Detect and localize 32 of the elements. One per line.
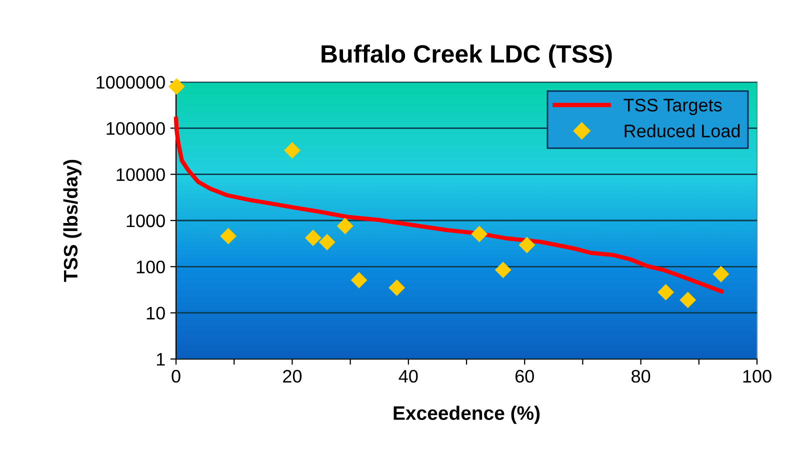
point (518, 236, 536, 254)
y-tick-label: 1 (156, 353, 165, 366)
y-tick-label: 10000 (116, 168, 165, 182)
point (336, 218, 354, 234)
y-tick-label: 1000000 (96, 76, 165, 89)
x-tick-label: 20 (283, 370, 302, 383)
y-axis-title: TSS (lbs/day) (63, 160, 82, 282)
y-tick-label: 1000 (126, 214, 165, 228)
legend-label: Reduced Load (624, 124, 740, 138)
point (318, 234, 336, 250)
point (304, 230, 322, 246)
point (220, 228, 237, 244)
x-tick-label: 80 (632, 370, 650, 383)
point (284, 142, 300, 159)
y-tick-label: 10 (146, 306, 165, 320)
point (712, 266, 730, 282)
point (494, 262, 512, 278)
legend-label: TSS Targets (624, 98, 722, 116)
y-tick-label: 100000 (106, 122, 165, 135)
x-tick-label: 40 (398, 370, 418, 383)
x-tick-label: 60 (515, 370, 534, 383)
x-axis-title: Exceedence (%) (394, 406, 540, 424)
point (388, 280, 406, 296)
chart-title: Buffalo Creek LDC (TSS) (322, 44, 612, 68)
point (168, 78, 185, 95)
point (658, 284, 674, 300)
x-tick-label: 100 (743, 370, 772, 383)
x-tick-label: 0 (172, 370, 180, 383)
point (350, 272, 368, 288)
y-tick-label: 100 (136, 260, 165, 274)
point (471, 226, 488, 242)
point (680, 292, 696, 308)
